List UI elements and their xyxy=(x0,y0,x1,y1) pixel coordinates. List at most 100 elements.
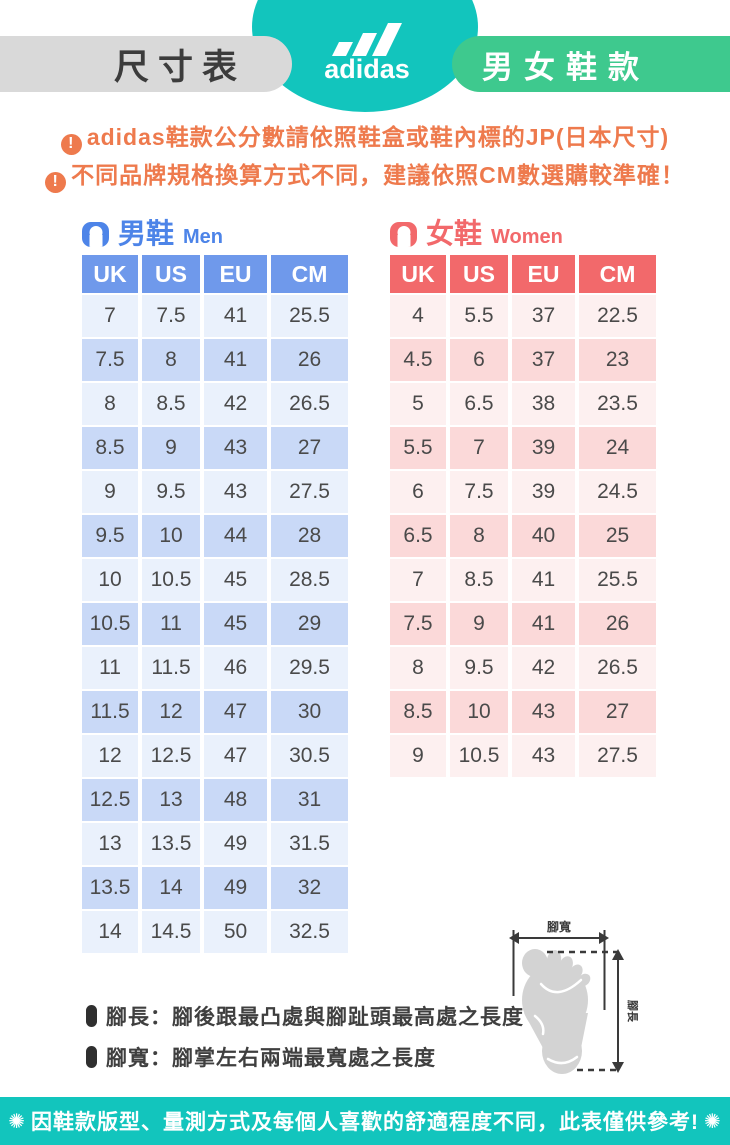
size-cell: 37 xyxy=(512,295,575,337)
table-row: 14 14.5 50 32.5 xyxy=(82,911,348,953)
size-cell: 9.5 xyxy=(142,471,200,513)
size-cell: 23 xyxy=(579,339,656,381)
size-cell: 8.5 xyxy=(390,691,446,733)
size-cell: 24 xyxy=(579,427,656,469)
size-cell: 47 xyxy=(204,691,267,733)
men-title-zh: 男鞋 xyxy=(118,218,175,249)
bullet-icon xyxy=(86,1046,97,1068)
size-cell: 30 xyxy=(271,691,348,733)
women-size-table: UK US EU CM 4 5.5 37 22.5 4.5 6 37 23 5 6.5 38 23.5… xyxy=(386,253,660,779)
size-cell: 41 xyxy=(512,559,575,601)
bullet-icon xyxy=(86,1005,97,1027)
size-cell: 10 xyxy=(142,515,200,557)
table-row: 12.5 13 48 31 xyxy=(82,779,348,821)
size-cell: 9.5 xyxy=(82,515,138,557)
size-cell: 8.5 xyxy=(450,559,508,601)
size-cell: 37 xyxy=(512,339,575,381)
width-arrow xyxy=(512,930,606,1010)
table-row: 7 7.5 41 25.5 xyxy=(82,295,348,337)
category-badge: 男女鞋款 xyxy=(452,36,730,92)
size-cell: 10.5 xyxy=(82,603,138,645)
size-cell: 9 xyxy=(450,603,508,645)
size-cell: 41 xyxy=(204,339,267,381)
size-cell: 43 xyxy=(512,735,575,777)
size-cell: 8 xyxy=(142,339,200,381)
size-cell: 26 xyxy=(271,339,348,381)
table-row: 8.5 10 43 27 xyxy=(390,691,656,733)
notice-text-1: adidas鞋款公分數請依照鞋盒或鞋內標的JP(日本尺寸) xyxy=(86,124,670,150)
size-cell: 7.5 xyxy=(142,295,200,337)
measurement-notes: 腳長：腳後跟最凸處與腳趾頭最高處之長度 腳寬：腳掌左右兩端最寬處之長度 xyxy=(86,1000,524,1082)
table-row: 7 8.5 41 25.5 xyxy=(390,559,656,601)
size-cell: 5 xyxy=(390,383,446,425)
women-table-header-row: UK US EU CM xyxy=(390,255,656,293)
size-cell: 28.5 xyxy=(271,559,348,601)
size-cell: 25 xyxy=(579,515,656,557)
size-cell: 13 xyxy=(142,779,200,821)
size-cell: 32.5 xyxy=(271,911,348,953)
column-header-eu: EU xyxy=(512,255,575,293)
men-size-section: 男鞋 Men UK US EU CM 7 7.5 41 25.5 7.5 8 41 26 8 8.… xyxy=(78,214,352,955)
size-cell: 41 xyxy=(204,295,267,337)
footer-note-text: 因鞋款版型、量測方式及每個人喜歡的舒適程度不同，此表僅供參考! xyxy=(31,1111,699,1134)
size-cell: 4 xyxy=(390,295,446,337)
size-cell: 25.5 xyxy=(271,295,348,337)
men-size-table: UK US EU CM 7 7.5 41 25.5 7.5 8 41 26 8 8.5 42 26.5… xyxy=(78,253,352,955)
size-cell: 7 xyxy=(82,295,138,337)
size-cell: 44 xyxy=(204,515,267,557)
men-section-title: 男鞋 Men xyxy=(78,214,352,248)
size-cell: 5.5 xyxy=(390,427,446,469)
table-row: 6.5 8 40 25 xyxy=(390,515,656,557)
size-cell: 26 xyxy=(579,603,656,645)
star-icon: ✺ xyxy=(8,1110,26,1133)
table-row: 9 10.5 43 27.5 xyxy=(390,735,656,777)
size-cell: 27 xyxy=(579,691,656,733)
table-row: 4.5 6 37 23 xyxy=(390,339,656,381)
size-cell: 14 xyxy=(142,867,200,909)
size-cell: 22.5 xyxy=(579,295,656,337)
table-row: 4 5.5 37 22.5 xyxy=(390,295,656,337)
table-row: 5 6.5 38 23.5 xyxy=(390,383,656,425)
size-cell: 14.5 xyxy=(142,911,200,953)
table-row: 7.5 8 41 26 xyxy=(82,339,348,381)
size-cell: 7 xyxy=(390,559,446,601)
adidas-wordmark: adidas xyxy=(324,54,410,84)
star-icon: ✺ xyxy=(704,1110,722,1133)
size-chart-label: 尺寸表 xyxy=(113,47,246,87)
size-cell: 5.5 xyxy=(450,295,508,337)
foot-measurement-diagram: 腳寬 腳長 xyxy=(509,919,640,1074)
table-row: 5.5 7 39 24 xyxy=(390,427,656,469)
size-cell: 9 xyxy=(82,471,138,513)
men-title-en: Men xyxy=(183,226,224,248)
size-cell: 25.5 xyxy=(579,559,656,601)
size-cell: 10.5 xyxy=(450,735,508,777)
women-title-zh: 女鞋 xyxy=(426,218,483,249)
adidas-three-stripes-icon xyxy=(332,23,402,56)
size-cell: 43 xyxy=(512,691,575,733)
size-cell: 31.5 xyxy=(271,823,348,865)
size-cell: 13.5 xyxy=(142,823,200,865)
notice-line-1: ! adidas鞋款公分數請依照鞋盒或鞋內標的JP(日本尺寸) xyxy=(0,118,730,156)
size-cell: 49 xyxy=(204,823,267,865)
size-cell: 40 xyxy=(512,515,575,557)
person-icon xyxy=(82,222,109,247)
size-cell: 7 xyxy=(450,427,508,469)
table-row: 11 11.5 46 29.5 xyxy=(82,647,348,689)
size-cell: 12 xyxy=(142,691,200,733)
size-cell: 7.5 xyxy=(450,471,508,513)
foot-length-note-text: 腳長：腳後跟最凸處與腳趾頭最高處之長度 xyxy=(106,1006,524,1029)
size-cell: 43 xyxy=(204,427,267,469)
foot-length-note: 腳長：腳後跟最凸處與腳趾頭最高處之長度 xyxy=(86,1000,524,1032)
footprint-icon xyxy=(522,949,591,1074)
size-cell: 6.5 xyxy=(450,383,508,425)
table-row: 7.5 9 41 26 xyxy=(390,603,656,645)
size-cell: 7.5 xyxy=(82,339,138,381)
size-cell: 12.5 xyxy=(82,779,138,821)
table-row: 12 12.5 47 30.5 xyxy=(82,735,348,777)
size-cell: 47 xyxy=(204,735,267,777)
size-cell: 26.5 xyxy=(271,383,348,425)
size-cell: 32 xyxy=(271,867,348,909)
size-cell: 8 xyxy=(390,647,446,689)
size-cell: 27 xyxy=(271,427,348,469)
table-row: 13 13.5 49 31.5 xyxy=(82,823,348,865)
